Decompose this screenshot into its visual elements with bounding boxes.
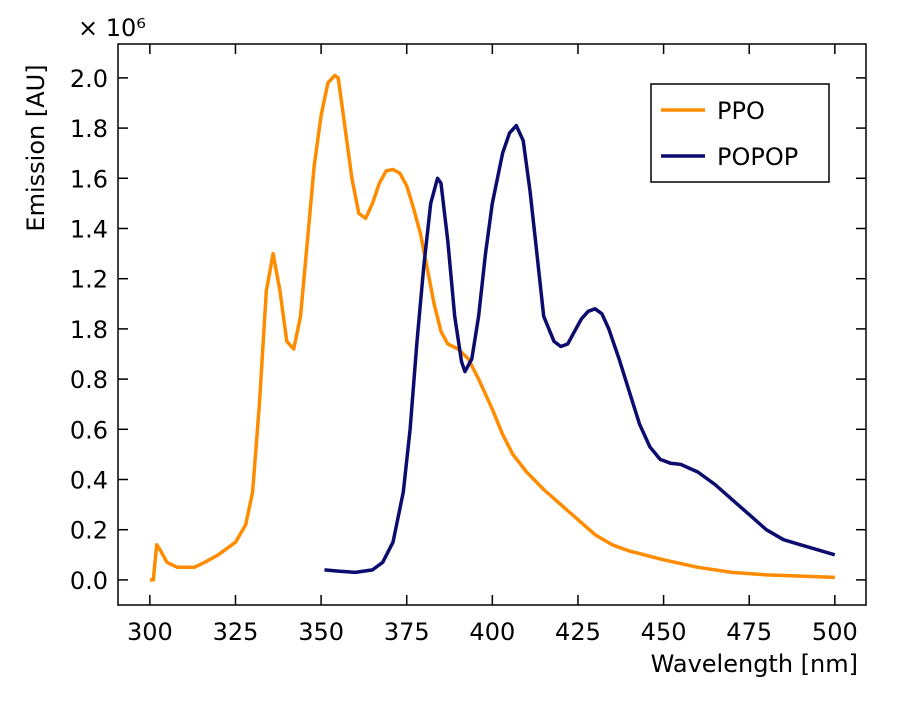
y-tick-label: 1.2 [70, 266, 108, 294]
x-tick-label: 350 [298, 618, 344, 646]
y-tick-label: 0.0 [70, 567, 108, 595]
x-tick-label: 400 [469, 618, 515, 646]
x-tick-label: 500 [812, 618, 858, 646]
x-tick-label: 425 [555, 618, 601, 646]
y-tick-label: 2.0 [70, 65, 108, 93]
y-tick-label: 0.2 [70, 517, 108, 545]
y-tick-label: 1.6 [70, 165, 108, 193]
y-axis-label: Emission [AU] [22, 64, 50, 231]
line-series [324, 123, 836, 575]
legend-box [650, 83, 830, 183]
legend-label: PPO [717, 97, 765, 125]
line-series [149, 73, 835, 582]
y-tick-label: 0.6 [70, 416, 108, 444]
offset-text: × 10⁶ [78, 14, 146, 42]
x-tick-label: 325 [213, 618, 259, 646]
x-tick-label: 475 [726, 618, 772, 646]
y-tick-label: 1.8 [70, 316, 108, 344]
y-tick-label: 0.4 [70, 466, 108, 494]
y-tick-label: 1.4 [70, 215, 108, 243]
x-axis-label: Wavelength [nm] [651, 650, 858, 678]
legend-label: POPOP [717, 143, 798, 171]
x-tick-label: 300 [127, 618, 173, 646]
x-tick-label: 375 [384, 618, 430, 646]
y-tick-label: 0.8 [70, 366, 108, 394]
y-tick-label: 1.8 [70, 115, 108, 143]
x-tick-label: 450 [641, 618, 687, 646]
